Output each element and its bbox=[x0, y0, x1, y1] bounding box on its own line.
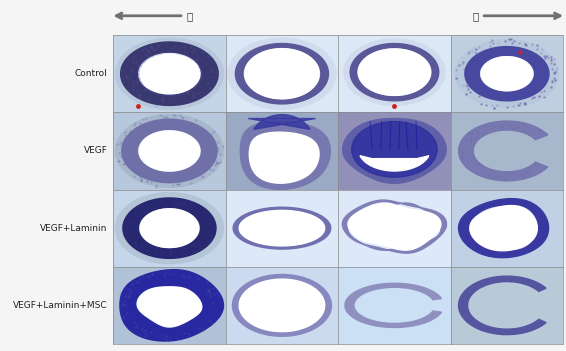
Text: 口: 口 bbox=[187, 11, 193, 21]
Polygon shape bbox=[137, 287, 201, 327]
Polygon shape bbox=[249, 132, 319, 183]
Polygon shape bbox=[113, 35, 226, 112]
Text: VEGF+Laminin: VEGF+Laminin bbox=[40, 224, 108, 233]
Polygon shape bbox=[233, 274, 332, 336]
Polygon shape bbox=[248, 115, 316, 130]
Polygon shape bbox=[239, 279, 325, 332]
Polygon shape bbox=[464, 46, 550, 101]
Polygon shape bbox=[470, 206, 537, 251]
Polygon shape bbox=[351, 121, 437, 177]
Polygon shape bbox=[345, 283, 441, 327]
Polygon shape bbox=[139, 54, 200, 94]
Polygon shape bbox=[228, 38, 336, 109]
Text: VEGF: VEGF bbox=[84, 146, 108, 155]
Polygon shape bbox=[123, 278, 215, 336]
Polygon shape bbox=[122, 197, 217, 259]
Polygon shape bbox=[139, 131, 200, 171]
Polygon shape bbox=[241, 121, 331, 189]
Polygon shape bbox=[344, 39, 445, 105]
Polygon shape bbox=[349, 43, 439, 101]
Text: VEGF+Laminin+MSC: VEGF+Laminin+MSC bbox=[13, 301, 108, 310]
Polygon shape bbox=[120, 270, 224, 341]
Polygon shape bbox=[358, 49, 430, 95]
Polygon shape bbox=[245, 49, 319, 99]
Polygon shape bbox=[458, 121, 548, 181]
Polygon shape bbox=[458, 199, 548, 258]
Polygon shape bbox=[115, 115, 224, 187]
Polygon shape bbox=[458, 276, 546, 335]
Polygon shape bbox=[233, 206, 332, 250]
Polygon shape bbox=[120, 41, 219, 106]
Polygon shape bbox=[342, 200, 447, 253]
Polygon shape bbox=[239, 210, 325, 246]
Text: Control: Control bbox=[75, 69, 108, 78]
Polygon shape bbox=[115, 38, 224, 109]
Polygon shape bbox=[455, 40, 559, 108]
Polygon shape bbox=[121, 119, 218, 183]
Polygon shape bbox=[348, 203, 441, 250]
Polygon shape bbox=[120, 270, 224, 341]
Polygon shape bbox=[140, 209, 199, 247]
Text: 腸: 腸 bbox=[472, 11, 478, 21]
Polygon shape bbox=[342, 119, 446, 183]
Polygon shape bbox=[360, 156, 429, 171]
Polygon shape bbox=[481, 57, 533, 91]
Polygon shape bbox=[235, 43, 329, 105]
Polygon shape bbox=[115, 193, 224, 264]
